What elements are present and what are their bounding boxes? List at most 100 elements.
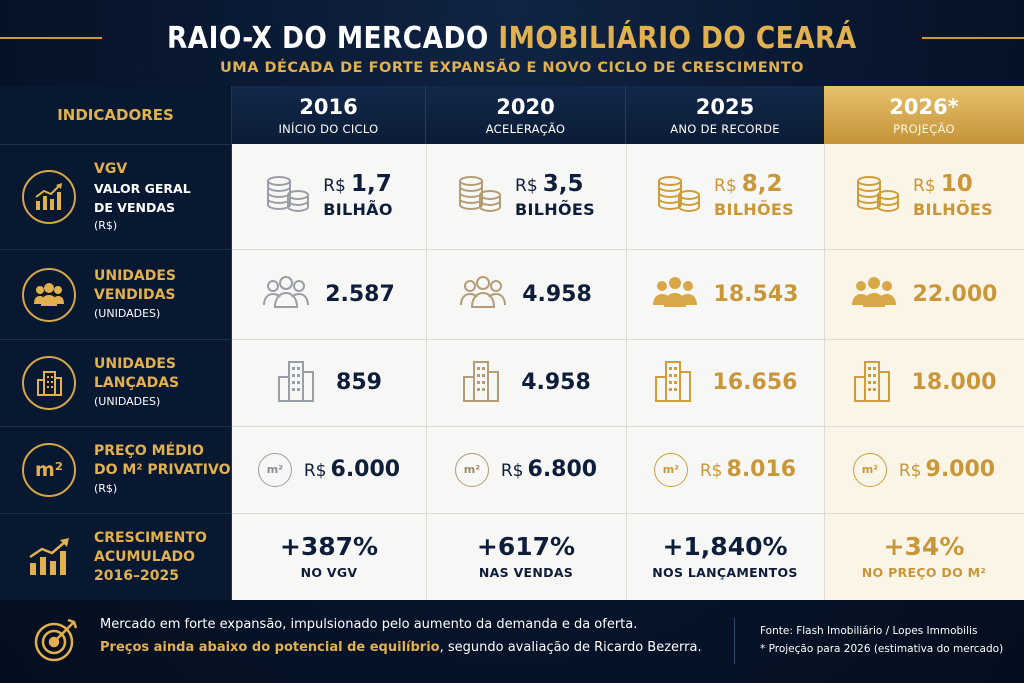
value: 8.016 [726,457,797,482]
column-divider [824,144,825,600]
coins-icon [855,173,901,221]
square-meter-icon-text: m² [34,459,64,481]
footer-line-2-rest: , segundo avaliação de Ricardo Bezerra. [439,640,702,655]
sold-cell-2016: 2.587 [232,249,426,339]
indicator-title-2: LANÇADAS [94,375,180,391]
growth-label: NO PREÇO DO M² [861,565,987,580]
indicator-price-m2: m² PREÇO MÉDIO DO M² PRIVATIVO (R$) [0,426,232,513]
indicator-subtitle-1: VALOR GERAL [94,180,191,196]
value: 9.000 [925,457,996,482]
currency: R$ [500,461,524,481]
building-icon [653,359,693,407]
price-cell-2016: m² R$ 6.000 [232,426,426,513]
square-meter-icon: m² [22,443,76,497]
title-rule-left [0,37,103,39]
bar-chart-up-icon [22,170,76,224]
people-icon [263,275,310,313]
value: 859 [336,370,382,395]
square-meter-icon: m² [454,452,489,487]
indicator-title-1: PREÇO MÉDIO [94,443,204,459]
currency: R$ [913,175,936,196]
value: 16.656 [712,370,798,395]
indicators-label: INDICADORES [57,106,174,124]
indicator-title-2: DO M² PRIVATIVO [94,462,231,478]
growth-value: +617% [476,532,576,561]
value-unit: BILHÃO [323,199,393,219]
growth-value: +1,840% [662,532,788,561]
page-title: RAIO-X DO MERCADO IMOBILIÁRIO DO CEARÁ [167,21,857,56]
indicators-header: INDICADORES [0,86,232,144]
square-meter-icon: m² [852,452,887,487]
growth-value: +34% [883,532,965,561]
column-divider [426,144,427,600]
footer-source: Fonte: Flash Imobiliário / Lopes Immobil… [760,625,978,637]
growth-value: +387% [279,532,379,561]
coins-icon [265,173,311,221]
value: 1,7 [350,170,392,197]
people-icon [460,275,507,313]
growth-label: NO VGV [300,565,358,580]
column-header-2025: 2025 ANO DE RECORDE [626,86,824,144]
indicator-title-3: 2016–2025 [94,567,179,584]
value-unit: BILHÕES [913,199,993,219]
value: 6.000 [330,457,401,482]
indicator-title-1: UNIDADES [94,267,177,284]
value-unit: BILHÕES [714,199,794,219]
launched-cell-2025: 16.656 [626,339,824,426]
column-year: 2016 [299,94,358,119]
indicator-title-2: ACUMULADO [94,548,196,565]
value: 22.000 [912,281,998,307]
indicator-title-1: CRESCIMENTO [94,529,207,546]
value: 6.800 [527,457,598,482]
projection-column-background [824,144,1024,600]
indicator-unit: (UNIDADES) [94,306,161,320]
column-year: 2020 [496,94,555,119]
target-icon [32,614,82,664]
price-cell-2026: m² R$ 9.000 [824,426,1024,513]
column-label: PROJEÇÃO [893,121,955,136]
people-icon [22,267,76,322]
growth-label: NOS LANÇAMENTOS [652,565,798,580]
data-grid: R$ 1,7 BILHÃO R$ 3,5 BILHÕES [232,144,1024,600]
title-gold: IMOBILIÁRIO DO CEARÁ [498,20,857,56]
price-cell-2025: m² R$ 8.016 [626,426,824,513]
square-meter-icon: m² [257,452,292,487]
indicator-units-sold: UNIDADES VENDIDAS (UNIDADES) [0,249,232,339]
column-year: 2025 [695,94,755,119]
currency: R$ [699,461,723,481]
growth-cell-sales: +617% NAS VENDAS [426,513,626,600]
footer-line-2: Preços ainda abaixo do potencial de equi… [100,640,702,655]
column-header-2026: 2026* PROJEÇÃO [824,86,1024,144]
value: 2.587 [325,281,395,307]
growth-chart-icon [22,530,76,584]
value: 4.958 [522,281,592,307]
vgv-cell-2025: R$ 8,2 BILHÕES [626,144,824,249]
indicator-title-1: UNIDADES [94,356,177,372]
row-divider [232,426,1024,427]
row-divider [232,339,1024,340]
title-row: RAIO-X DO MERCADO IMOBILIÁRIO DO CEARÁ [0,18,1024,58]
building-icon [852,359,892,407]
value: 10 [940,170,973,197]
footer: Mercado em forte expansão, impulsionado … [0,606,1024,683]
value: 8,2 [741,170,783,197]
building-icon [461,359,501,407]
growth-cell-price: +34% NO PREÇO DO M² [824,513,1024,600]
sold-cell-2020: 4.958 [426,249,626,339]
value: 18.000 [911,370,997,395]
footer-divider [734,618,735,664]
value: 4.958 [521,370,591,395]
launched-cell-2026: 18.000 [824,339,1024,426]
row-divider [232,249,1024,250]
price-cell-2020: m² R$ 6.800 [426,426,626,513]
building-icon [276,359,316,407]
indicator-column: VGV VALOR GERAL DE VENDAS (R$) UNIDADES [0,144,232,600]
column-divider [626,144,627,600]
currency: R$ [323,175,346,196]
indicator-subtitle-2: DE VENDAS [94,199,175,215]
currency: R$ [898,461,922,481]
growth-cell-vgv: +387% NO VGV [232,513,426,600]
column-label: ANO DE RECORDE [670,121,780,136]
currency: R$ [515,175,538,196]
column-header-2016: 2016 INÍCIO DO CICLO [232,86,426,144]
